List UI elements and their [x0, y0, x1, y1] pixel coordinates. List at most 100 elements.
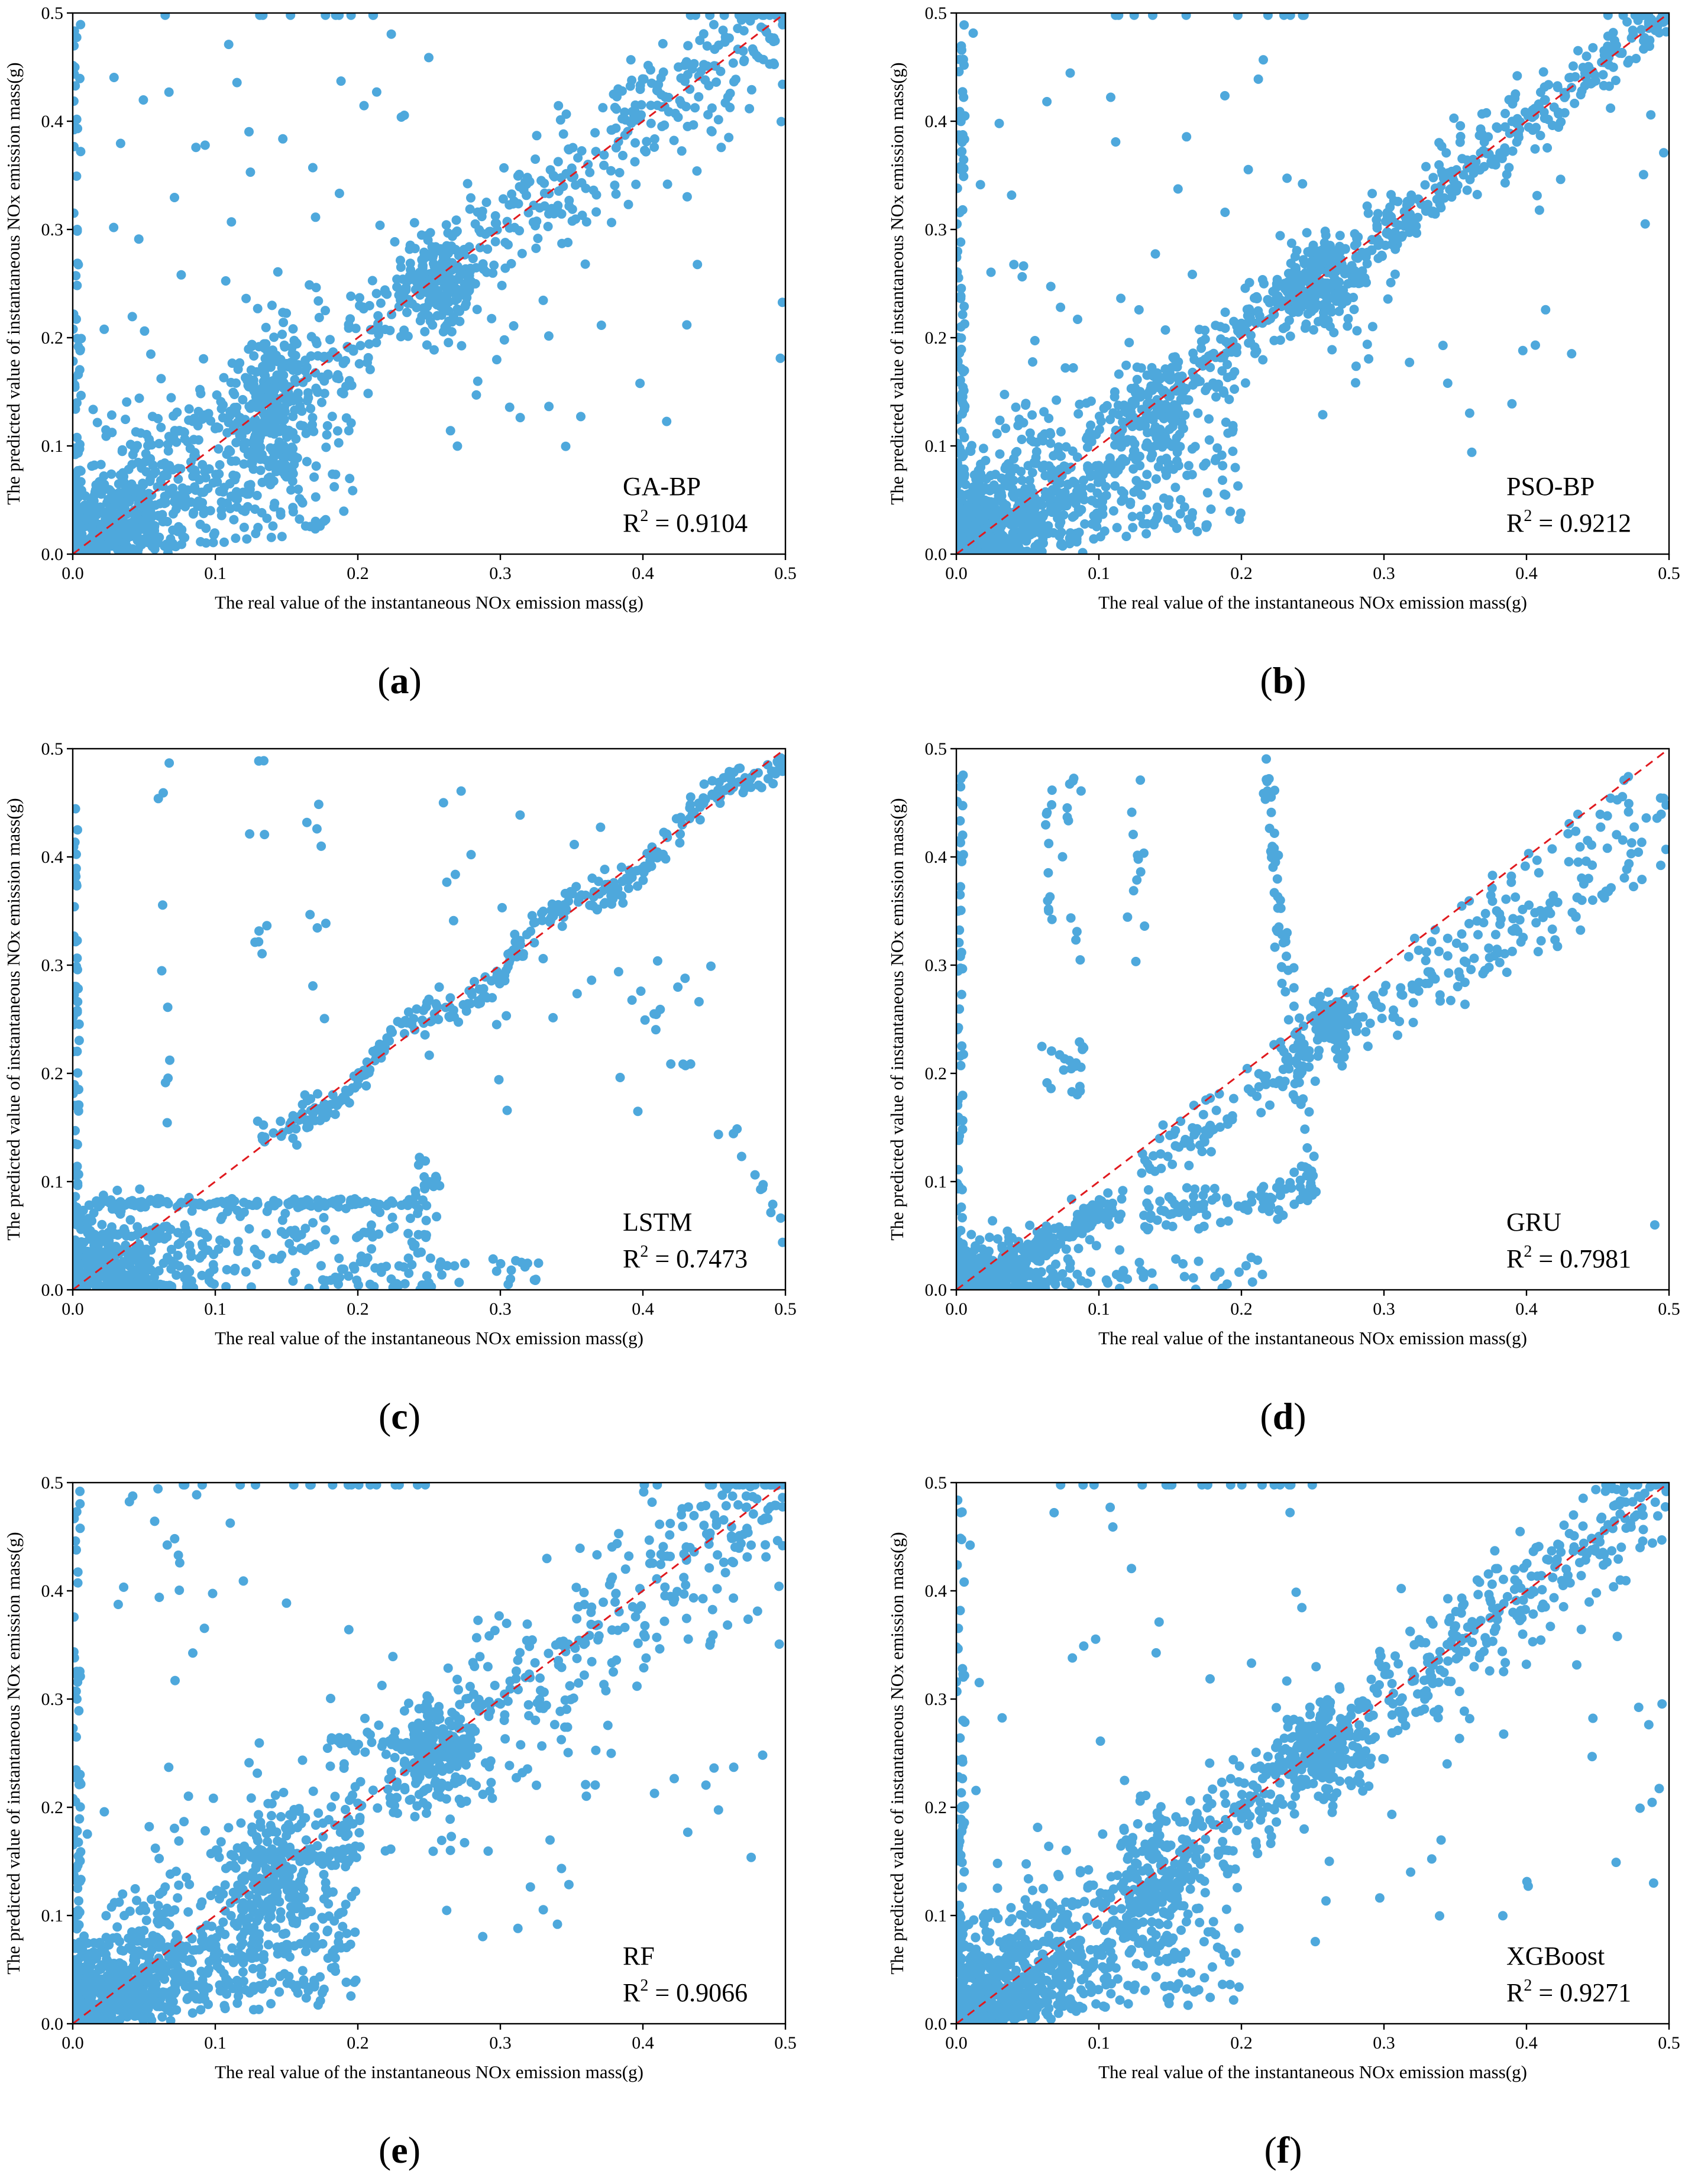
data-point — [1096, 416, 1106, 426]
data-point — [587, 975, 597, 985]
data-point — [1086, 483, 1096, 493]
data-point — [1114, 369, 1124, 379]
data-point — [958, 409, 967, 419]
data-point — [73, 1101, 80, 1111]
panel-b-points — [956, 13, 1669, 554]
data-point — [1646, 110, 1656, 120]
data-point — [581, 183, 591, 193]
data-point — [1126, 499, 1136, 509]
data-point — [435, 1181, 445, 1190]
data-point — [413, 1203, 423, 1214]
data-point — [262, 921, 272, 931]
data-point — [312, 339, 322, 348]
data-point — [1308, 240, 1318, 250]
data-point — [765, 59, 775, 69]
data-point — [1172, 362, 1182, 372]
data-point — [222, 1265, 232, 1274]
data-point — [1659, 148, 1668, 158]
data-point — [1128, 523, 1138, 533]
data-point — [1449, 113, 1459, 123]
data-point — [1188, 348, 1198, 358]
data-point — [164, 87, 174, 97]
data-point — [626, 55, 636, 65]
data-point — [1156, 373, 1166, 383]
data-point — [1165, 368, 1175, 378]
data-point — [1217, 366, 1227, 376]
data-point — [1251, 346, 1262, 356]
data-point — [212, 1197, 222, 1207]
data-point — [992, 429, 1002, 439]
data-point — [1051, 1259, 1060, 1269]
panel-a-axes-frame — [72, 12, 787, 555]
data-point — [1007, 190, 1017, 200]
data-point — [251, 367, 261, 377]
data-point — [107, 1222, 117, 1232]
data-point — [232, 502, 242, 512]
data-point — [135, 1248, 145, 1258]
data-point — [1367, 322, 1377, 332]
data-point — [692, 166, 702, 176]
data-point — [958, 87, 968, 97]
data-point — [97, 1219, 107, 1229]
data-point — [618, 151, 628, 160]
data-point — [338, 358, 348, 368]
data-point — [294, 1199, 304, 1209]
data-point — [96, 522, 106, 531]
data-point — [1129, 487, 1139, 497]
data-point — [276, 1227, 286, 1237]
data-point — [1251, 292, 1262, 302]
data-point — [332, 426, 342, 436]
data-point — [180, 434, 190, 444]
data-point — [956, 392, 964, 402]
data-point — [549, 172, 559, 182]
data-point — [1272, 282, 1282, 292]
data-point — [1353, 252, 1363, 262]
data-point — [195, 475, 205, 484]
data-point — [162, 517, 172, 526]
data-point — [432, 310, 442, 321]
data-point — [1092, 509, 1101, 519]
data-point — [1030, 336, 1040, 345]
data-point — [322, 430, 332, 440]
data-point — [1212, 443, 1222, 453]
data-point — [105, 485, 115, 495]
data-point — [413, 1248, 423, 1258]
data-point — [490, 211, 500, 221]
y-tick-label: 0.1 — [41, 436, 64, 456]
data-point — [1005, 471, 1015, 480]
data-point — [460, 1258, 470, 1269]
data-point — [956, 357, 963, 367]
data-point — [344, 323, 354, 333]
data-point — [80, 1284, 90, 1290]
data-point — [1275, 231, 1285, 241]
data-point — [1056, 528, 1066, 538]
data-point — [1230, 462, 1240, 473]
data-point — [80, 500, 90, 510]
data-point — [1282, 173, 1292, 183]
data-point — [424, 1050, 434, 1060]
data-point — [1056, 517, 1066, 527]
data-point — [204, 464, 214, 474]
data-point — [158, 900, 167, 910]
data-point — [334, 1253, 344, 1263]
data-point — [956, 348, 965, 358]
data-point — [279, 415, 289, 425]
data-point — [278, 134, 288, 144]
data-point — [1086, 396, 1096, 406]
data-point — [1333, 251, 1343, 261]
data-point — [1065, 68, 1075, 78]
data-point — [1201, 458, 1211, 468]
data-point — [988, 1216, 998, 1226]
data-point — [1230, 367, 1240, 377]
data-point — [239, 522, 249, 532]
data-point — [532, 131, 542, 141]
data-point — [218, 400, 228, 410]
panel-a-r2-label: R2 = 0.9104 — [623, 507, 748, 538]
data-point — [173, 1228, 183, 1238]
data-point — [483, 244, 493, 254]
data-point — [222, 1206, 232, 1216]
data-point — [560, 888, 570, 898]
data-point — [553, 157, 563, 167]
data-point — [625, 81, 635, 91]
data-point — [431, 999, 441, 1009]
